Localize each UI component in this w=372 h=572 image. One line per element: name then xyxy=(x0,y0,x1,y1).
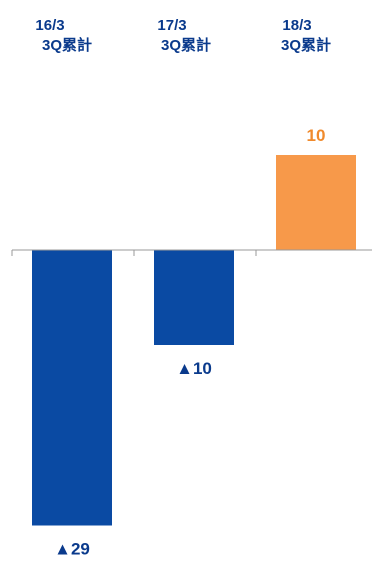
bar-3 xyxy=(276,155,356,250)
category-label-1-line-1: 16/3 xyxy=(35,17,64,34)
data-label-2: ▲10 xyxy=(176,359,212,378)
category-label-2-line-2: 3Q累計 xyxy=(161,36,211,54)
data-label-3: 10 xyxy=(307,126,326,145)
bar-1 xyxy=(32,250,112,526)
category-labels: 16/3 3Q累計 17/3 3Q累計 18/3 3Q累計 xyxy=(35,17,331,54)
category-label-3-line-2: 3Q累計 xyxy=(281,36,331,54)
category-label-2-line-1: 17/3 xyxy=(157,17,186,34)
category-label-3-line-1: 18/3 xyxy=(282,17,311,34)
data-label-1: ▲29 xyxy=(54,540,90,559)
data-labels: ▲29 ▲10 10 xyxy=(54,126,325,559)
x-axis xyxy=(11,249,372,256)
bars xyxy=(32,155,356,526)
category-label-1-line-2: 3Q累計 xyxy=(42,36,92,54)
bar-2 xyxy=(154,250,234,345)
